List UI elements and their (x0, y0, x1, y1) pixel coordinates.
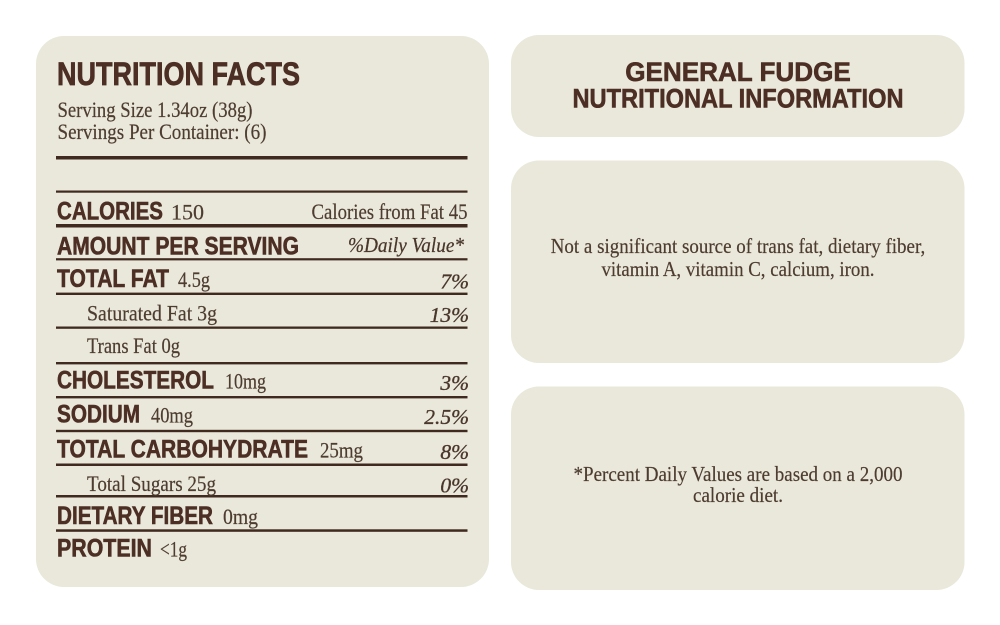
svg-text:TOTAL CARBOHYDRATE: TOTAL CARBOHYDRATE (57, 436, 308, 464)
svg-text:Servings Per Container: (6): Servings Per Container: (6) (58, 119, 267, 144)
svg-text:Not a significant source of tr: Not a significant source of trans fat, d… (551, 234, 926, 258)
svg-text:25mg: 25mg (320, 438, 363, 463)
svg-text:2.5%: 2.5% (424, 405, 469, 429)
svg-text:vitamin A, vitamin C, calcium,: vitamin A, vitamin C, calcium, iron. (602, 257, 875, 281)
svg-text:Saturated Fat 3g: Saturated Fat 3g (87, 301, 217, 326)
svg-text:7%: 7% (440, 270, 469, 294)
svg-text:150: 150 (171, 199, 204, 224)
svg-text:Trans Fat 0g: Trans Fat 0g (87, 333, 180, 358)
svg-text:3%: 3% (439, 371, 469, 395)
svg-text:CALORIES: CALORIES (57, 197, 163, 225)
svg-text:Total Sugars 25g: Total Sugars 25g (87, 471, 216, 496)
svg-text:PROTEIN: PROTEIN (57, 535, 152, 563)
svg-text:SODIUM: SODIUM (57, 400, 140, 428)
svg-text:4.5g: 4.5g (178, 267, 210, 292)
svg-text:Calories from Fat 45: Calories from Fat 45 (312, 199, 468, 224)
svg-text:*Percent Daily Values are base: *Percent Daily Values are based on a 2,0… (574, 462, 903, 486)
svg-text:AMOUNT PER SERVING: AMOUNT PER SERVING (57, 232, 299, 260)
svg-text:10mg: 10mg (225, 369, 266, 394)
svg-text:13%: 13% (430, 303, 469, 327)
svg-text:%Daily Value*: %Daily Value* (348, 233, 464, 257)
svg-text:<1g: <1g (160, 537, 187, 562)
svg-text:8%: 8% (440, 440, 469, 464)
svg-text:Serving Size 1.34oz (38g): Serving Size 1.34oz (38g) (58, 97, 253, 122)
svg-text:GENERAL FUDGE: GENERAL FUDGE (625, 56, 851, 87)
svg-text:CHOLESTEROL: CHOLESTEROL (57, 367, 214, 395)
svg-text:0%: 0% (440, 473, 469, 497)
svg-text:calorie diet.: calorie diet. (693, 483, 783, 507)
svg-text:DIETARY FIBER: DIETARY FIBER (57, 502, 213, 530)
svg-text:NUTRITIONAL INFORMATION: NUTRITIONAL INFORMATION (573, 83, 904, 114)
svg-text:NUTRITION FACTS: NUTRITION FACTS (57, 56, 300, 92)
svg-text:0mg: 0mg (223, 504, 258, 529)
svg-text:TOTAL FAT: TOTAL FAT (57, 265, 170, 293)
svg-text:40mg: 40mg (151, 402, 193, 427)
